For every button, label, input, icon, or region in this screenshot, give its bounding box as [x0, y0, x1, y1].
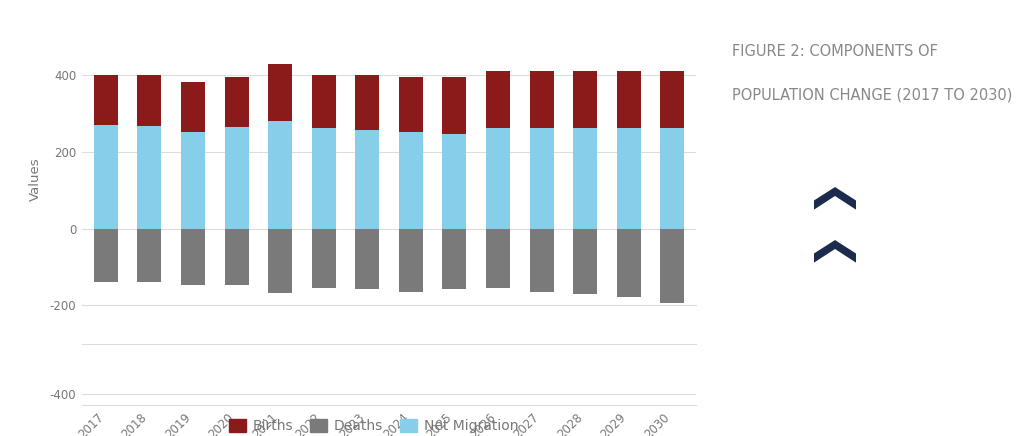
Bar: [399, 132, 423, 228]
Bar: [529, 228, 554, 292]
Bar: [442, 133, 467, 228]
Bar: [268, 64, 292, 120]
Bar: [181, 82, 205, 132]
Bar: [616, 71, 641, 128]
Bar: [268, 228, 292, 293]
Bar: [224, 228, 249, 285]
Legend: Births, Deaths, Net Migration: Births, Deaths, Net Migration: [229, 419, 518, 433]
Text: FIGURE 2: COMPONENTS OF: FIGURE 2: COMPONENTS OF: [732, 44, 938, 58]
Bar: [529, 128, 554, 228]
Bar: [268, 120, 292, 228]
Bar: [181, 228, 205, 285]
Bar: [137, 126, 162, 228]
Bar: [355, 75, 379, 130]
Bar: [573, 72, 597, 128]
Text: POPULATION CHANGE (2017 TO 2030): POPULATION CHANGE (2017 TO 2030): [732, 87, 1013, 102]
Bar: [224, 77, 249, 127]
Bar: [399, 77, 423, 132]
Bar: [660, 128, 684, 228]
Text: ❯: ❯: [808, 227, 851, 262]
Bar: [311, 75, 336, 128]
Bar: [355, 228, 379, 289]
Bar: [660, 228, 684, 303]
Bar: [355, 130, 379, 228]
Bar: [224, 127, 249, 228]
Bar: [573, 128, 597, 228]
Bar: [616, 228, 641, 297]
Bar: [311, 128, 336, 228]
Bar: [486, 128, 510, 228]
Text: ❯: ❯: [808, 174, 851, 209]
Y-axis label: Values: Values: [29, 157, 41, 201]
Bar: [660, 71, 684, 128]
Bar: [137, 228, 162, 282]
Bar: [311, 228, 336, 288]
Bar: [94, 228, 118, 282]
Bar: [486, 72, 510, 128]
Bar: [181, 132, 205, 228]
Bar: [94, 75, 118, 125]
Bar: [399, 228, 423, 292]
Bar: [486, 228, 510, 288]
Bar: [442, 228, 467, 289]
Bar: [442, 77, 467, 133]
Bar: [94, 125, 118, 228]
Bar: [529, 72, 554, 128]
Bar: [137, 75, 162, 126]
Bar: [573, 228, 597, 294]
Bar: [616, 128, 641, 228]
